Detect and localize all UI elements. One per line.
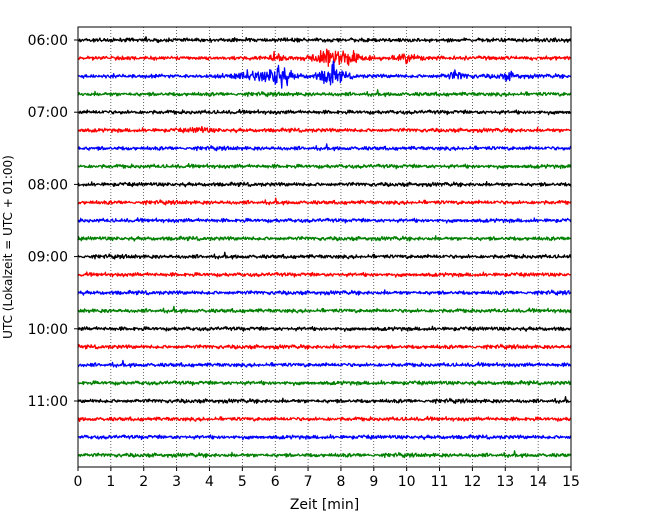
- trace-0745: [77, 163, 572, 170]
- trace-0730: [77, 143, 572, 152]
- x-tick-label: 15: [562, 474, 580, 490]
- y-tick-label: 11:00: [28, 394, 68, 410]
- trace-1015: [77, 343, 572, 350]
- trace-0645: [77, 89, 572, 98]
- x-tick-label: 8: [336, 474, 345, 490]
- x-tick-label: 12: [463, 474, 481, 490]
- y-tick-label: 08:00: [28, 177, 68, 193]
- seismogram-traces: [77, 36, 572, 459]
- x-tick-label: 13: [496, 474, 514, 490]
- y-tick-label: 10:00: [28, 322, 68, 338]
- y-axis-label: UTC (Lokalzeit = UTC + 01:00): [1, 155, 15, 339]
- x-tick-label: 1: [106, 474, 115, 490]
- trace-1045: [77, 379, 572, 387]
- y-tick-label: 06:00: [28, 33, 68, 49]
- x-tick-label: 10: [398, 474, 416, 490]
- trace-1100: [77, 396, 572, 405]
- y-tick-label: 09:00: [28, 250, 68, 266]
- trace-0600: [77, 36, 572, 44]
- y-tick-label: 07:00: [28, 105, 68, 121]
- trace-0915: [77, 271, 572, 278]
- trace-0715: [77, 125, 572, 134]
- x-tick-label: 5: [238, 474, 247, 490]
- trace-0900: [77, 251, 572, 260]
- x-tick-label: 2: [139, 474, 148, 490]
- trace-0800: [77, 181, 572, 188]
- x-tick-label: 6: [271, 474, 280, 490]
- x-tick-label: 9: [369, 474, 378, 490]
- trace-0930: [77, 289, 572, 296]
- trace-0845: [77, 235, 572, 242]
- plot-frame: [77, 26, 572, 468]
- x-tick-label: 0: [74, 474, 83, 490]
- x-axis-label: Zeit [min]: [290, 497, 359, 513]
- x-tick-label: 7: [304, 474, 313, 490]
- trace-1130: [77, 433, 572, 441]
- trace-1145: [77, 450, 572, 459]
- x-axis-ticks: 0 1 2 3 4 5 6 7 8 9 10 11 12 13 14 15: [74, 467, 580, 490]
- trace-1030: [77, 359, 572, 368]
- x-grid: [110, 27, 539, 467]
- trace-1115: [77, 415, 572, 423]
- y-axis-ticks: 06:00 07:00 08:00 09:00 10:00 11:00: [28, 33, 78, 410]
- trace-0700: [77, 108, 572, 116]
- x-tick-label: 4: [205, 474, 214, 490]
- x-tick-label: 11: [431, 474, 449, 490]
- trace-0815: [77, 197, 572, 206]
- trace-1000: [77, 325, 572, 332]
- trace-0830: [77, 217, 572, 224]
- trace-0945: [77, 305, 572, 314]
- trace-0615: [77, 48, 572, 67]
- trace-0630: [77, 60, 572, 89]
- x-tick-label: 14: [529, 474, 547, 490]
- x-tick-label: 3: [172, 474, 181, 490]
